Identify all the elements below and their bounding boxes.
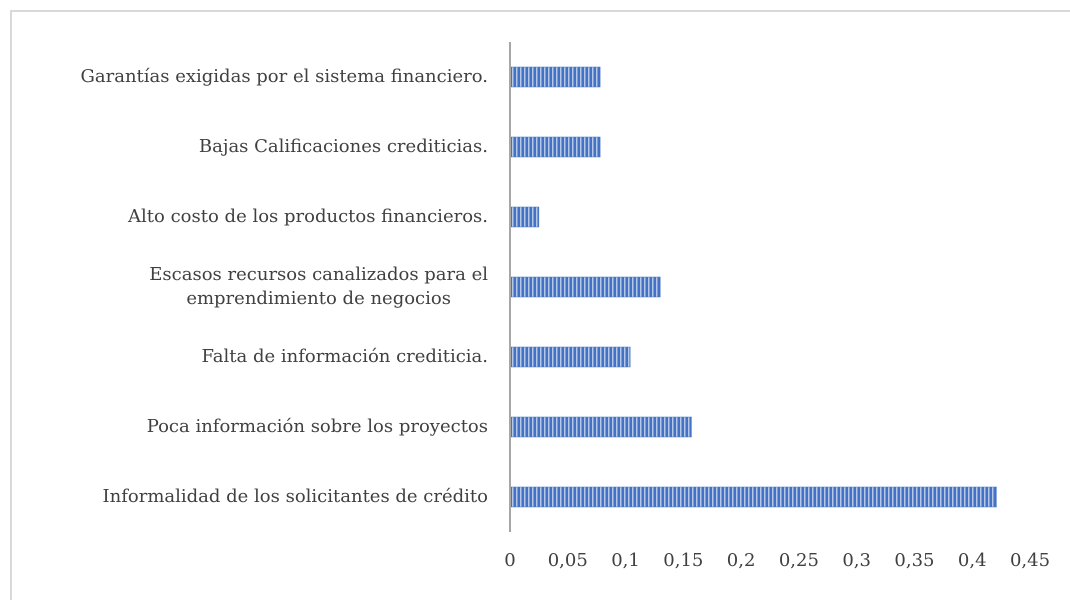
x-tick-label: 0,4 [957,550,987,571]
chart [509,42,997,532]
bar [509,416,692,438]
bar [509,66,601,88]
bar [509,206,540,228]
x-tick-label: 0 [504,550,516,571]
x-tick-label: 0,05 [547,550,588,571]
y-tick-label: Alto costo de los productos financieros. [128,206,488,227]
bar [509,276,661,298]
y-tick-label: Poca información sobre los proyectos [146,416,488,437]
y-tick-label: Garantías exigidas por el sistema financ… [80,66,489,87]
y-tick-label: Bajas Calificaciones crediticias. [198,136,488,157]
bar [509,346,631,368]
x-tick-label: 0,35 [894,550,935,571]
y-tick-label: Escasos recursos canalizados para el emp… [149,264,488,309]
page: (() => { const data = JSON.parse(documen… [10,10,1070,600]
bar [509,136,601,158]
x-tick-label: 0,3 [842,550,871,571]
x-tick-label: 0,15 [663,550,704,571]
chart-frame [10,10,1070,600]
y-tick-label: Informalidad de los solicitantes de créd… [102,486,488,507]
y-tick-label: Falta de información crediticia. [201,346,488,367]
x-tick-label: 0,45 [1009,550,1051,571]
bar [509,486,997,508]
x-tick-label: 0,1 [611,550,640,571]
x-tick-label: 0,2 [726,550,756,571]
x-tick-label: 0,25 [778,550,819,571]
